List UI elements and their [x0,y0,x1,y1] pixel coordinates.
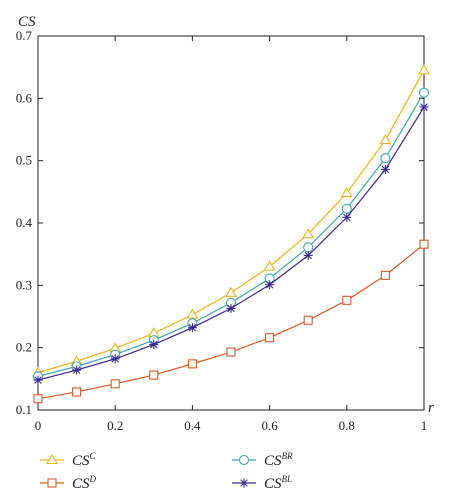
series-br [32,87,430,382]
series-line [37,106,425,381]
x-axis-title: r [428,400,434,416]
legend-label-base: CS [264,453,282,469]
legend-label-base: CS [72,476,90,492]
series-bl [33,102,429,385]
marker-asterisk [226,303,236,313]
marker-circle [418,87,430,98]
marker-square [149,370,159,380]
series-line [37,92,425,377]
marker-triangle [418,64,430,75]
legend-label-superscript: C [90,451,97,461]
marker-square [226,347,236,357]
legend-item-c: CSC [40,451,97,469]
y-tick-label: 0.3 [16,277,32,292]
marker-square [33,394,43,404]
legend-label: CSBR [264,451,293,469]
marker-asterisk [265,280,275,290]
marker-asterisk [149,340,159,350]
x-tick-label: 0.2 [107,418,123,433]
marker-square [110,379,120,389]
marker-asterisk [33,375,43,385]
series-group [32,64,430,404]
marker-asterisk [380,164,390,174]
y-tick-label: 0.2 [16,340,32,355]
x-tick-label: 0.4 [184,418,201,433]
marker-square [419,239,429,249]
marker-asterisk [187,323,197,333]
y-axis-title: CS [18,14,36,30]
marker-square [187,359,197,369]
legend-label: CSBL [264,474,292,492]
marker-asterisk [110,354,120,364]
y-tick-label: 0.5 [16,153,32,168]
axis-ticks: 0 0.2 0.4 0.6 0.8 1 0.1 0.2 0.3 0.4 0.5 0.6 0.7 [16,28,428,433]
marker-square [303,315,313,325]
marker-square [265,333,275,343]
x-tick-label: 0.8 [339,418,355,433]
x-tick-label: 1 [421,418,428,433]
marker-square [72,387,82,397]
x-tick-label: 0 [35,418,42,433]
marker-triangle [186,308,199,319]
marker-asterisk [239,478,249,488]
marker-triangle [340,186,353,198]
legend-item-bl: CSBL [232,474,292,492]
legend-label-base: CS [264,476,282,492]
legend-label-base: CS [72,453,90,469]
series-d [33,239,429,404]
marker-asterisk [303,250,313,260]
marker-circle [303,242,314,253]
marker-asterisk [72,365,82,375]
marker-asterisk [419,102,429,112]
y-tick-label: 0.7 [16,28,33,43]
marker-square [47,478,57,488]
legend-label-superscript: D [89,474,97,484]
y-tick-label: 0.6 [16,90,33,105]
legend-item-br: CSBR [232,451,293,469]
marker-triangle [379,134,392,145]
series-line [37,69,425,374]
marker-asterisk [342,212,352,222]
series-line [37,243,425,400]
marker-square [380,270,390,280]
legend-label: CSD [72,474,97,492]
y-tick-label: 0.4 [16,215,33,230]
marker-triangle [46,453,58,465]
x-tick-label: 0.6 [261,418,278,433]
legend-label-superscript: BL [282,474,293,484]
marker-circle [238,454,250,466]
marker-square [342,295,352,305]
legend-label-superscript: BR [282,451,293,461]
marker-circle [341,203,352,214]
marker-circle [380,153,391,164]
legend-item-d: CSD [40,474,97,492]
marker-triangle [263,260,276,271]
marker-triangle [302,228,315,239]
y-tick-label: 0.1 [16,402,32,417]
marker-triangle [225,286,237,297]
series-c [32,64,430,377]
legend-label: CSC [72,451,97,469]
